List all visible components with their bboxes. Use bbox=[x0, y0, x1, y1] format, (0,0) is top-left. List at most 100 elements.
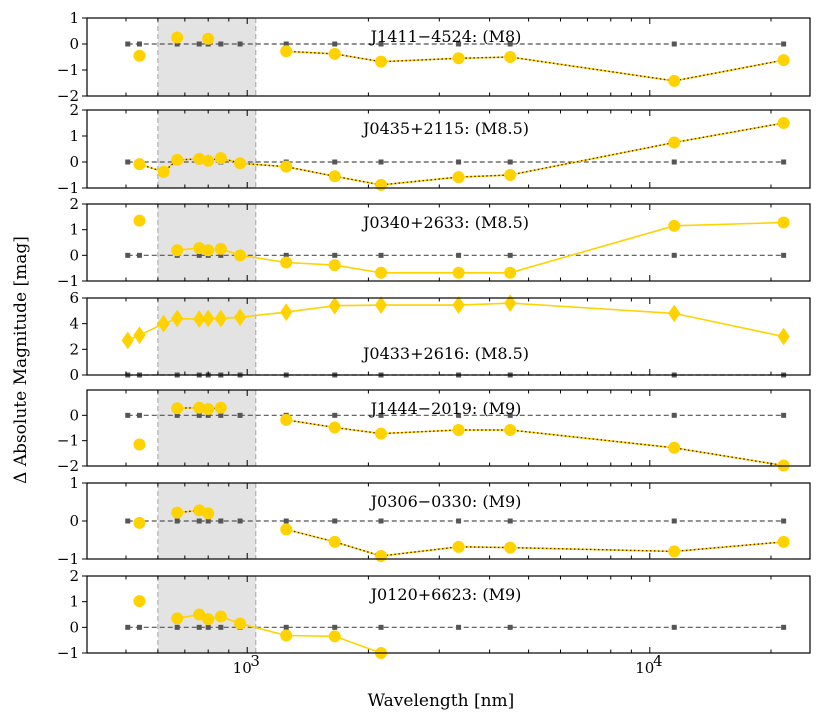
data-point-diamond bbox=[214, 309, 227, 328]
series-line bbox=[286, 50, 784, 82]
data-point bbox=[375, 549, 388, 562]
data-point bbox=[133, 214, 146, 227]
reference-marker bbox=[174, 412, 180, 418]
reference-marker bbox=[125, 252, 131, 258]
y-tick-label: −1 bbox=[57, 61, 79, 79]
data-point bbox=[214, 610, 227, 623]
panel-frame bbox=[86, 297, 811, 376]
reference-marker bbox=[237, 41, 243, 47]
reference-marker bbox=[196, 624, 202, 630]
y-tick-label: −1 bbox=[57, 644, 79, 662]
y-tick-label: −2 bbox=[57, 87, 79, 105]
y-tick-label: −1 bbox=[57, 432, 79, 450]
data-point bbox=[234, 617, 247, 630]
reference-marker bbox=[781, 624, 787, 630]
data-point bbox=[668, 136, 681, 149]
reference-marker bbox=[205, 624, 211, 630]
panel-label: J1411−4524: (M8) bbox=[369, 27, 522, 46]
data-point bbox=[504, 169, 517, 181]
data-point bbox=[452, 266, 465, 279]
reference-marker bbox=[218, 412, 224, 418]
data-point-diamond bbox=[233, 308, 247, 327]
y-tick-label: 6 bbox=[69, 289, 79, 307]
series-line bbox=[286, 528, 784, 557]
data-point bbox=[375, 427, 388, 440]
reference-marker bbox=[218, 252, 224, 258]
reference-marker bbox=[378, 518, 384, 524]
reference-marker bbox=[125, 412, 131, 418]
data-point bbox=[375, 178, 388, 191]
data-point bbox=[202, 613, 215, 626]
data-point bbox=[202, 403, 215, 415]
reference-marker bbox=[125, 624, 131, 630]
data-point bbox=[202, 32, 215, 45]
data-point-diamond bbox=[157, 314, 170, 333]
panel-label: J0340+2633: (M8.5) bbox=[361, 213, 529, 232]
y-tick-label: 0 bbox=[69, 366, 79, 384]
data-point bbox=[280, 256, 293, 269]
reference-marker bbox=[196, 518, 202, 524]
reference-marker bbox=[378, 412, 384, 418]
panel-frame bbox=[86, 575, 811, 654]
reference-marker bbox=[218, 624, 224, 630]
y-tick-label: 0 bbox=[69, 153, 79, 171]
data-point bbox=[202, 244, 215, 257]
reference-marker bbox=[507, 159, 513, 165]
data-point bbox=[171, 506, 184, 519]
data-point-diamond bbox=[121, 331, 134, 350]
data-point bbox=[328, 535, 341, 548]
y-tick-label: −1 bbox=[57, 272, 79, 290]
reference-marker bbox=[205, 518, 211, 524]
reference-marker bbox=[507, 624, 513, 630]
reference-marker bbox=[218, 41, 224, 47]
data-point-diamond bbox=[777, 327, 790, 346]
data-point bbox=[234, 157, 247, 170]
panel-1: 1 0 −1 −2 J1411−4524: (M8) bbox=[57, 9, 811, 105]
data-point bbox=[234, 249, 247, 262]
y-tick-label: −1 bbox=[57, 550, 79, 568]
data-point bbox=[777, 535, 790, 548]
reference-marker bbox=[196, 412, 202, 418]
data-point bbox=[133, 516, 146, 529]
data-point bbox=[777, 216, 790, 229]
data-point bbox=[452, 171, 465, 184]
reference-marker bbox=[507, 518, 513, 524]
reference-marker bbox=[781, 159, 787, 165]
reference-marker bbox=[332, 518, 338, 524]
data-point bbox=[328, 630, 341, 643]
reference-marker bbox=[671, 41, 677, 47]
data-point-diamond bbox=[668, 304, 681, 323]
panel-label: J0120+6623: (M9) bbox=[369, 585, 522, 604]
panel-frame bbox=[86, 203, 811, 282]
data-point bbox=[504, 424, 517, 437]
x-tick-label: 10 bbox=[233, 659, 252, 677]
data-point bbox=[133, 49, 146, 62]
data-point bbox=[452, 52, 465, 65]
data-point bbox=[214, 152, 227, 165]
reference-marker bbox=[332, 159, 338, 165]
data-point bbox=[504, 51, 517, 63]
reference-marker bbox=[205, 412, 211, 418]
data-point bbox=[375, 55, 388, 68]
x-axis-label: Wavelength [nm] bbox=[368, 691, 515, 711]
data-point bbox=[328, 47, 341, 60]
data-point bbox=[133, 595, 146, 608]
reference-marker bbox=[456, 518, 462, 524]
reference-marker bbox=[671, 412, 677, 418]
panel-5: 0 −1 −2 J1444−2019: (M9) bbox=[57, 389, 811, 475]
data-point bbox=[452, 424, 465, 437]
y-axis-label: Δ Absolute Magnitude [mag] bbox=[11, 236, 31, 484]
data-point bbox=[668, 545, 681, 558]
panel-4: 6 4 2 0 J0433+2616: (M8.5) bbox=[69, 289, 811, 384]
shaded-band bbox=[157, 298, 256, 375]
data-point bbox=[280, 523, 293, 536]
reference-marker bbox=[283, 624, 289, 630]
data-point bbox=[777, 117, 790, 129]
shaded-band bbox=[157, 110, 256, 188]
y-tick-label: 0 bbox=[69, 35, 79, 53]
y-tick-label: 4 bbox=[69, 315, 79, 333]
reference-marker bbox=[174, 41, 180, 47]
